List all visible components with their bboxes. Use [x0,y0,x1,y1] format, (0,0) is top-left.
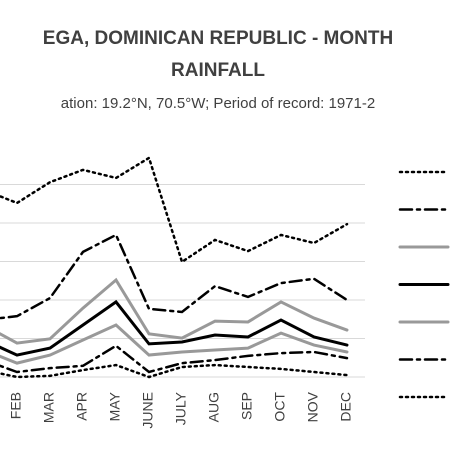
series-line [0,299,349,357]
chart-title: RAINFALL [171,60,265,81]
series-line [0,323,349,365]
series-line [0,277,349,345]
x-tick-label: APR [74,392,90,421]
x-tick-label: FEB [8,392,24,419]
x-tick-label: SEP [239,392,255,420]
x-tick-label: AUG [206,392,222,422]
chart-subtitle: ation: 19.2°N, 70.5°W; Period of record:… [61,95,375,112]
series-line [0,233,349,320]
x-tick-label: MAR [41,392,57,423]
x-tick-label: DEC [338,392,354,422]
series-line [0,156,349,264]
series-line [0,363,349,379]
x-tick-label: OCT [272,392,288,422]
x-tick-label: MAY [107,391,123,421]
x-tick-label: JUNE [140,392,156,429]
x-tick-label: NOV [305,391,321,422]
chart-title: EGA, DOMINICAN REPUBLIC - MONTH [43,28,393,49]
series-line [0,344,349,374]
x-tick-label: JULY [173,391,189,425]
